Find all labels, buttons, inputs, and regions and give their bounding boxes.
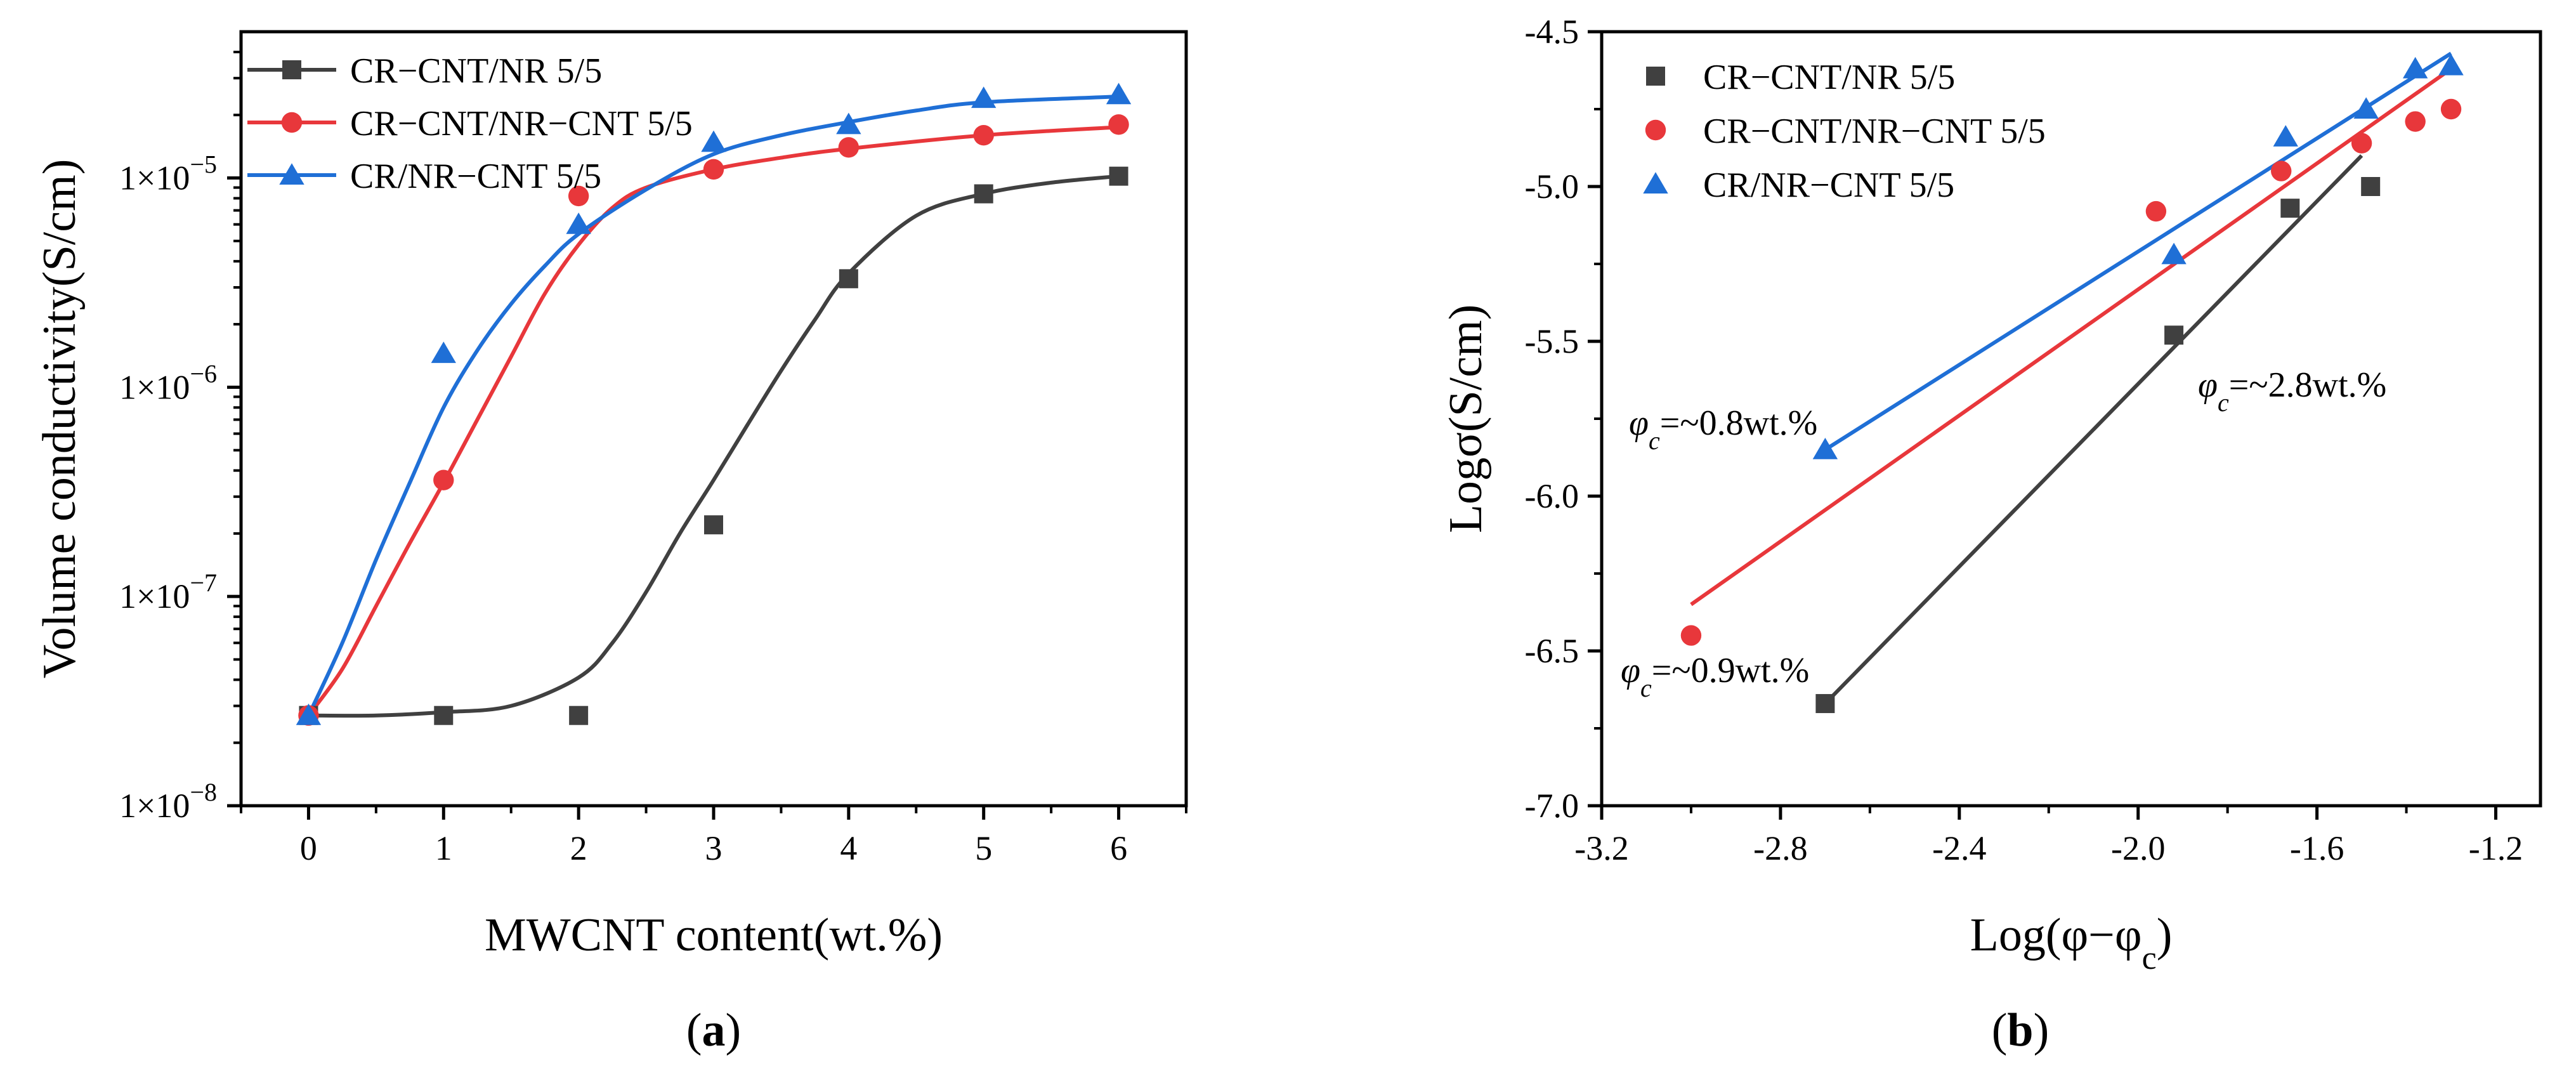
panel-b-fit-lines bbox=[1690, 51, 2452, 705]
data-point-series-2 bbox=[568, 185, 589, 207]
data-point-series-1 bbox=[569, 705, 589, 725]
panel-a-x-ticks: 0 1 2 3 4 5 6 bbox=[240, 806, 1187, 867]
y-tick-label: -5.5 bbox=[1525, 322, 1579, 360]
legend-label-series-3: CR/NR−CNT 5/5 bbox=[1703, 166, 1954, 205]
data-point-series-2 bbox=[973, 125, 994, 146]
y-tick-label: 1×10−5 bbox=[119, 150, 217, 197]
data-point-series-2 bbox=[2351, 133, 2372, 154]
x-tick-label: -2.0 bbox=[2111, 829, 2165, 867]
data-point-series-2 bbox=[2440, 98, 2462, 120]
x-tick-label: -1.2 bbox=[2469, 829, 2523, 867]
x-tick-label: 1 bbox=[435, 829, 452, 867]
data-point-series-3 bbox=[2161, 242, 2187, 265]
panel-b-annotation-black: φc=~2.8wt.% bbox=[2198, 365, 2386, 417]
legend-marker-series-1 bbox=[1646, 67, 1665, 86]
data-point-series-2 bbox=[433, 469, 454, 490]
legend-label-series-2: CR−CNT/NR−CNT 5/5 bbox=[1703, 112, 2046, 151]
data-point-series-2 bbox=[2145, 200, 2167, 222]
data-point-series-3 bbox=[1812, 438, 1838, 459]
fit-line-series-2 bbox=[1690, 67, 2452, 607]
x-tick-label: 2 bbox=[570, 829, 587, 867]
legend-label-series-1: CR−CNT/NR 5/5 bbox=[350, 51, 602, 91]
panel-a-data-points bbox=[296, 82, 1132, 726]
data-point-series-1 bbox=[2280, 199, 2300, 218]
legend-marker-series-2 bbox=[281, 112, 303, 133]
data-point-series-3 bbox=[2353, 97, 2379, 119]
panel-b-legend: CR−CNT/NR 5/5 CR−CNT/NR−CNT 5/5 CR/NR−CNT … bbox=[1643, 58, 2046, 205]
data-point-series-2 bbox=[1680, 625, 1702, 646]
x-tick-label: -2.8 bbox=[1753, 829, 1807, 867]
legend-label-series-1: CR−CNT/NR 5/5 bbox=[1703, 58, 1955, 97]
data-point-series-3 bbox=[971, 86, 997, 108]
fit-curve-series-1 bbox=[308, 174, 1119, 718]
panel-b-annotation-blue: φc=~0.8wt.% bbox=[1629, 404, 1817, 455]
legend-marker-series-2 bbox=[1645, 119, 1666, 141]
panel-a-x-axis-label: MWCNT content(wt.%) bbox=[485, 909, 943, 961]
panel-b-x-axis-label: Log(φ−φc) bbox=[1970, 909, 2173, 976]
panel-b-y-axis-label: Logσ(S/cm) bbox=[1440, 305, 1492, 534]
panel-a-y-ticks: 1×10−8 1×10−7 1×10−6 1×10−5 bbox=[119, 50, 241, 825]
y-tick-label: -5.0 bbox=[1525, 167, 1579, 206]
data-point-series-1 bbox=[1109, 166, 1128, 186]
legend-label-series-3: CR/NR−CNT 5/5 bbox=[350, 157, 601, 196]
fit-curve-series-3 bbox=[306, 95, 1119, 716]
x-tick-label: 4 bbox=[840, 829, 857, 867]
x-tick-label: -1.6 bbox=[2290, 829, 2344, 867]
panel-a-label: (a) bbox=[686, 1004, 741, 1056]
panel-a-y-axis-label: Volume conductivity(S/cm) bbox=[34, 159, 86, 679]
legend-marker-series-3 bbox=[279, 163, 304, 185]
fit-line-series-1 bbox=[1824, 154, 2364, 705]
data-point-series-2 bbox=[838, 137, 860, 158]
x-tick-label: 6 bbox=[1110, 829, 1127, 867]
y-tick-label: -7.0 bbox=[1525, 787, 1579, 825]
data-point-series-1 bbox=[1815, 693, 1835, 713]
y-tick-label: -6.5 bbox=[1525, 632, 1579, 670]
data-point-series-2 bbox=[703, 159, 724, 180]
data-point-series-1 bbox=[2361, 177, 2381, 196]
data-point-series-3 bbox=[566, 212, 591, 234]
y-tick-label: -6.0 bbox=[1525, 477, 1579, 515]
panel-b-x-ticks: -3.2 -2.8 -2.4 -2.0 -1.6 -1.2 bbox=[1574, 806, 2523, 867]
fit-curve-series-2 bbox=[307, 125, 1119, 717]
legend-marker-series-1 bbox=[282, 60, 301, 79]
data-point-series-3 bbox=[836, 112, 861, 134]
data-point-series-1 bbox=[434, 705, 454, 725]
y-tick-label: 1×10−7 bbox=[119, 568, 217, 615]
y-tick-label: 1×10−6 bbox=[119, 359, 217, 406]
data-point-series-3 bbox=[296, 703, 322, 725]
data-point-series-3 bbox=[701, 130, 726, 152]
data-point-series-2 bbox=[1108, 114, 1129, 135]
data-point-series-3 bbox=[1106, 82, 1132, 105]
x-tick-label: 0 bbox=[300, 829, 317, 867]
legend-label-series-2: CR−CNT/NR−CNT 5/5 bbox=[350, 104, 693, 143]
data-point-series-1 bbox=[974, 184, 993, 204]
x-tick-label: 5 bbox=[975, 829, 992, 867]
fit-line-series-3 bbox=[1824, 51, 2452, 452]
panel-a-legend: CR−CNT/NR 5/5 CR−CNT/NR−CNT 5/5 CR/NR−CNT … bbox=[247, 51, 693, 196]
panel-b: -3.2 -2.8 -2.4 -2.0 -1.6 -1.2 -7.0 -6.5 -6.0 -5.… bbox=[1440, 13, 2542, 1056]
panel-b-label: (b) bbox=[1992, 1004, 2049, 1056]
data-point-series-1 bbox=[839, 269, 858, 289]
x-tick-label: -2.4 bbox=[1932, 829, 1986, 867]
panel-b-y-ticks: -7.0 -6.5 -6.0 -5.5 -5.0 -4.5 bbox=[1525, 13, 1602, 825]
data-point-series-2 bbox=[2271, 161, 2292, 181]
panel-b-data-points bbox=[1680, 53, 2464, 713]
data-point-series-3 bbox=[431, 341, 456, 364]
y-tick-label: -4.5 bbox=[1525, 13, 1579, 51]
panel-a: 0 1 2 3 4 5 6 1×10−8 1×10−7 1×10−6 1×10−5 CR−CNT/… bbox=[34, 30, 1188, 1056]
x-tick-label: -3.2 bbox=[1574, 829, 1628, 867]
data-point-series-1 bbox=[704, 515, 723, 535]
panel-b-annotation-red: φc=~0.9wt.% bbox=[1621, 651, 1809, 702]
data-point-series-3 bbox=[2273, 125, 2298, 147]
x-tick-label: 3 bbox=[705, 829, 722, 867]
data-point-series-3 bbox=[2402, 56, 2428, 79]
data-point-series-2 bbox=[2405, 111, 2426, 132]
data-point-series-1 bbox=[2164, 325, 2184, 345]
legend-marker-series-3 bbox=[1643, 172, 1668, 194]
data-point-series-3 bbox=[2438, 53, 2464, 75]
y-tick-label: 1×10−8 bbox=[119, 778, 217, 825]
